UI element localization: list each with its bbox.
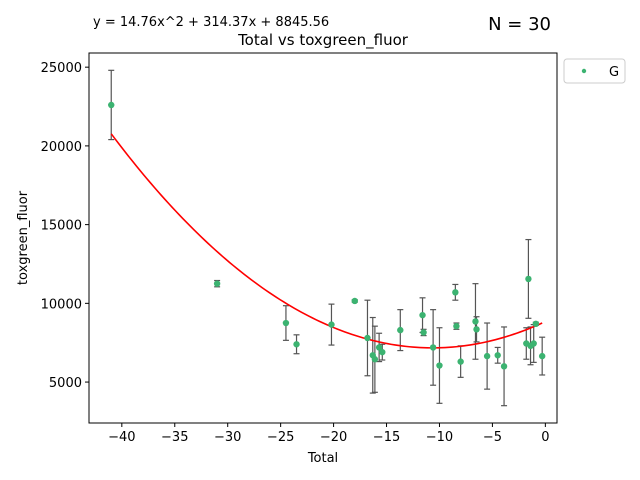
data-point <box>530 340 537 347</box>
x-axis-label: Total <box>307 451 338 466</box>
data-point <box>213 280 221 287</box>
data-point <box>457 358 464 365</box>
x-tick-label: 0 <box>541 430 549 445</box>
plot-frame <box>88 52 558 424</box>
x-axis-ticks: −40 −35 −30 −25 −20 −15 −10 −5 0 <box>108 423 549 445</box>
x-tick-label: −40 <box>108 430 135 445</box>
legend-label: G <box>609 65 619 80</box>
chart-title: Total vs toxgreen_fluor <box>237 31 409 50</box>
y-tick-label: 25000 <box>41 61 82 76</box>
y-tick-label: 10000 <box>41 297 82 312</box>
data-point <box>473 326 480 333</box>
data-point <box>371 356 379 363</box>
x-tick-label: −35 <box>161 430 188 445</box>
data-points <box>108 101 546 370</box>
y-tick-label: 15000 <box>41 219 82 234</box>
data-point <box>452 289 459 296</box>
fit-curve <box>110 133 543 349</box>
plot-area <box>89 53 557 423</box>
data-point <box>453 322 460 330</box>
data-point <box>328 321 335 328</box>
y-tick-label: 5000 <box>49 376 82 391</box>
y-axis-label: toxgreen_fluor <box>16 190 31 285</box>
data-point <box>293 341 300 348</box>
legend-box <box>563 58 626 84</box>
y-axis-ticks: 5000 10000 15000 20000 25000 <box>41 61 89 391</box>
data-point <box>472 318 479 325</box>
data-point <box>375 344 383 351</box>
data-point <box>282 319 290 327</box>
data-point <box>532 320 540 328</box>
legend: G <box>563 58 626 84</box>
x-tick-label: −10 <box>426 430 453 445</box>
data-point <box>525 275 532 283</box>
data-point <box>397 326 404 334</box>
data-point <box>494 352 501 359</box>
data-point <box>364 334 371 342</box>
x-tick-label: −20 <box>320 430 347 445</box>
data-point <box>420 329 427 336</box>
data-point <box>436 362 443 369</box>
x-tick-label: −25 <box>267 430 294 445</box>
data-point <box>419 311 426 319</box>
data-point <box>429 344 437 351</box>
data-point <box>379 348 386 356</box>
legend-marker <box>581 68 587 74</box>
data-point <box>538 352 546 360</box>
x-tick-label: −5 <box>483 430 502 445</box>
data-point <box>108 101 115 109</box>
data-point <box>483 352 491 360</box>
n-label: N = 30 <box>488 14 551 35</box>
fit-line <box>110 133 543 349</box>
fit-equation: y = 14.76x^2 + 314.37x + 8845.56 <box>93 15 329 30</box>
y-tick-label: 20000 <box>41 140 82 155</box>
x-tick-label: −30 <box>214 430 241 445</box>
data-point <box>351 297 358 305</box>
data-point <box>500 363 508 370</box>
x-tick-label: −15 <box>373 430 400 445</box>
